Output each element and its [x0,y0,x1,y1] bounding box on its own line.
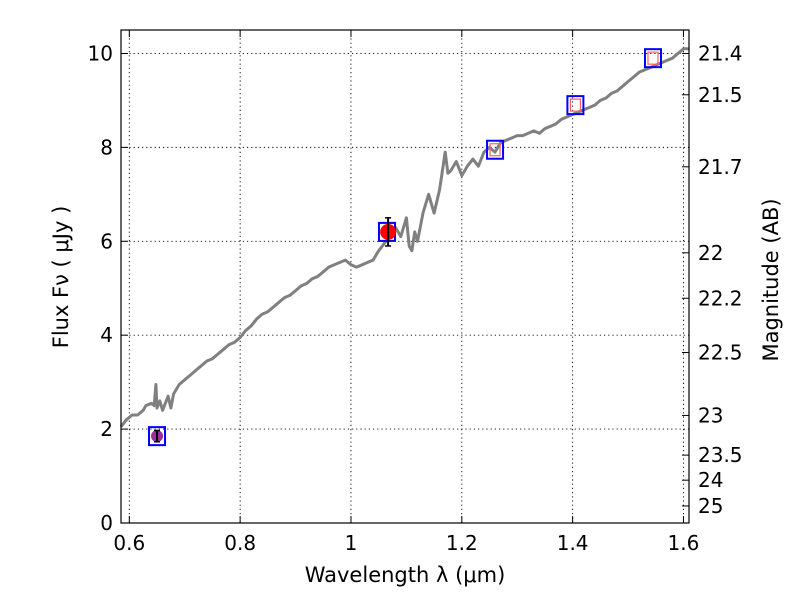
mag-tick-label: 23 [698,403,723,427]
upper-limit-point [647,51,659,65]
y-tick-label: 2 [100,417,113,441]
upper-limit-point [489,143,501,157]
x-axis-label: Wavelength λ (μm) [305,563,506,587]
mag-tick-label: 21.5 [698,83,743,107]
grid [121,30,689,523]
y-axis-label: Flux Fν ( μJy ) [49,206,73,349]
mag-tick-label: 21.7 [698,155,743,179]
x-tick-label: 0.6 [113,531,145,555]
y-tick-label: 6 [100,229,113,253]
mag-tick-label: 22 [698,241,723,265]
y-tick-label: 4 [100,323,113,347]
mag-tick-label: 24 [698,468,723,492]
plot-area [119,47,689,447]
model-point [566,95,585,116]
right-axis-label: Magnitude (AB) [759,198,783,361]
y-tick-label: 10 [88,41,113,65]
model-point [643,48,662,69]
upper-limit-point [569,98,582,112]
mag-tick-label: 25 [698,494,723,518]
mag-tick-label: 23.5 [698,443,743,467]
x-tick-label: 1.6 [668,531,700,555]
x-tick-label: 1.2 [446,531,478,555]
x-tick-label: 1 [345,531,358,555]
y-tick-label: 8 [100,135,113,159]
mag-tick-label: 21.4 [698,41,743,65]
y-tick-label: 0 [100,511,113,535]
x-tick-label: 1.4 [557,531,589,555]
x-tick-label: 0.8 [224,531,256,555]
plot-frame [120,29,690,524]
spectrum-line [119,47,689,428]
model-point [148,426,167,447]
mag-tick-label: 22.2 [698,286,743,310]
model-point [486,139,505,160]
mag-tick-label: 22.5 [698,341,743,365]
